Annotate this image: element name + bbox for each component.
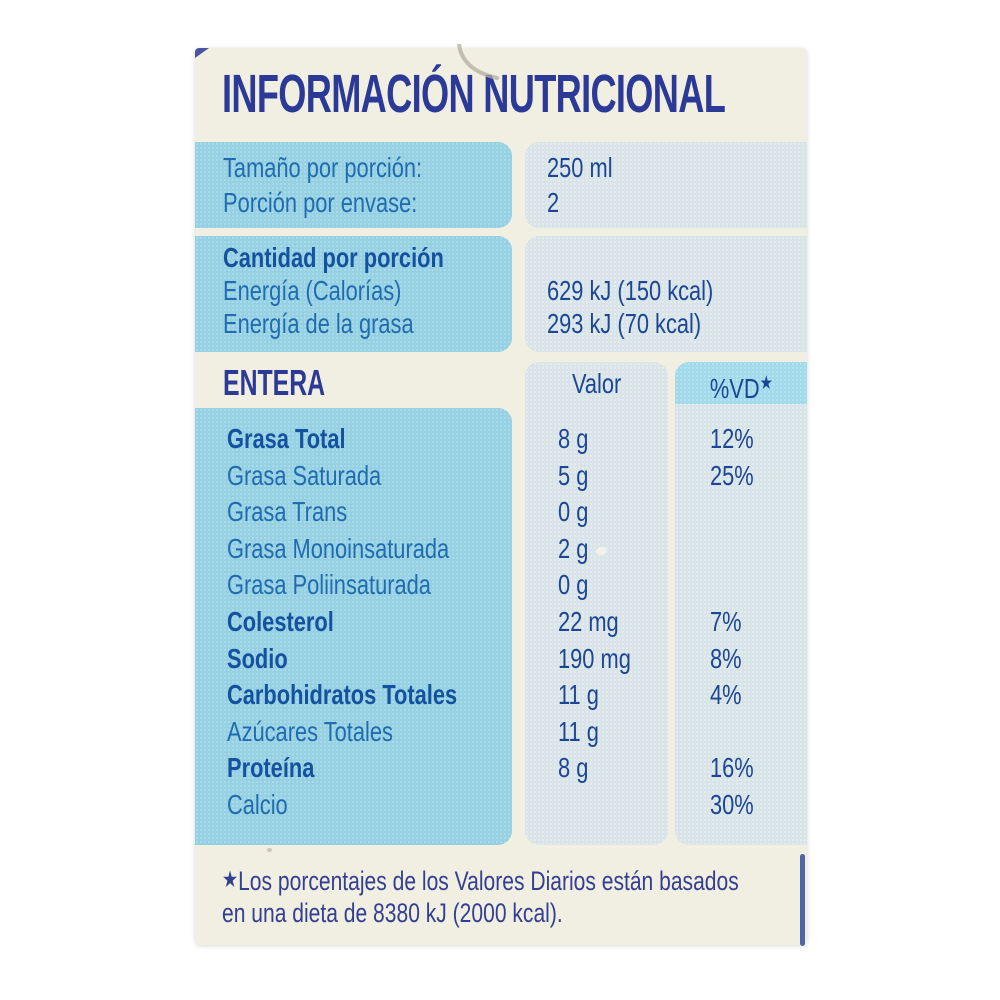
nutrient-row-value: 8 g xyxy=(558,752,589,784)
nutrient-row-value: 190 mg xyxy=(558,642,631,674)
amount-row-label: Energía (Calorías) xyxy=(223,275,402,306)
label-title-text: INFORMACIÓN NUTRICIONAL xyxy=(222,64,726,124)
footnote: ★Los porcentajes de los Valores Diarios … xyxy=(222,863,885,929)
nutrient-row-value: 0 g xyxy=(558,496,589,528)
nutrient-row-name: Grasa Saturada xyxy=(227,459,382,491)
dv-column-header: %VD★ xyxy=(675,366,807,404)
dv-header-star-icon: ★ xyxy=(759,373,773,394)
serving-values: 250 ml 2 xyxy=(547,150,631,220)
dust-speck xyxy=(267,848,272,852)
nutrient-row-name: Proteína xyxy=(227,752,315,784)
serving-labels-box xyxy=(195,142,512,228)
nutrient-row-name: Grasa Monoinsaturada xyxy=(227,532,450,564)
nutrient-row-value: 11 g xyxy=(558,679,599,711)
dv-header-band xyxy=(675,362,807,404)
nutrient-row-dv: 16% xyxy=(710,752,754,784)
nutrient-row-name: Grasa Poliinsaturada xyxy=(227,569,431,601)
footnote-line2: en una dieta de 8380 kJ (2000 kcal). xyxy=(222,898,563,928)
nutrient-names-box xyxy=(195,408,512,845)
serving-labels: Tamaño por porción: Porción por envase: xyxy=(223,150,478,220)
amount-row-value: 293 kJ (70 kcal) xyxy=(547,308,702,339)
nutrient-row-value: 8 g xyxy=(558,423,589,454)
amount-values-box xyxy=(525,236,807,352)
nutrient-row-dv: 25% xyxy=(710,459,754,491)
nutrient-row-name: Carbohidratos Totales xyxy=(227,679,458,711)
serving-values-box xyxy=(525,142,807,228)
serving-row-label: Tamaño por porción: xyxy=(223,152,423,183)
nutrient-row-name: Sodio xyxy=(227,642,288,674)
nutrient-row-name: Calcio xyxy=(227,788,288,820)
print-corner-mark xyxy=(195,48,209,58)
photo-smudge-mark xyxy=(457,44,499,80)
nutrient-row-value: 5 g xyxy=(558,459,589,491)
footnote-star-icon: ★ xyxy=(222,866,239,892)
label-title: INFORMACIÓN NUTRICIONAL xyxy=(222,64,973,124)
nutrient-row-dv: 4% xyxy=(710,679,742,711)
nutrient-row-value: 22 mg xyxy=(558,605,619,637)
serving-row-value: 250 ml xyxy=(547,152,613,183)
nutrient-row-dv xyxy=(710,714,766,751)
amount-row-value: 629 kJ (150 kcal) xyxy=(547,275,714,306)
amount-heading: Cantidad por porción xyxy=(223,242,444,273)
nutrient-row-value xyxy=(558,787,651,824)
nutrient-row-name: Grasa Trans xyxy=(227,496,348,528)
nutrient-row-dv xyxy=(710,494,766,531)
nutrient-name-list: Grasa Total Grasa Saturada Grasa Trans Gras… xyxy=(227,421,522,824)
nutrient-row-dv: 8% xyxy=(710,642,742,674)
value-column-header: Valor xyxy=(571,368,622,399)
nutrient-row-name: Azúcares Totales xyxy=(227,715,393,747)
nutrient-dv-list: 12% 25% 7% 8% 4% 16% 30% xyxy=(710,421,766,824)
amount-row-label: Energía de la grasa xyxy=(223,308,414,339)
nutrient-row-name: Grasa Total xyxy=(227,423,346,454)
nutrient-row-dv: 12% xyxy=(710,423,754,454)
amount-values: 629 kJ (150 kcal) 293 kJ (70 kcal) xyxy=(547,274,760,340)
nutrient-row-value: 2 g xyxy=(558,532,589,564)
print-edge-line xyxy=(800,854,805,946)
nutrient-value-list: 8 g 5 g 0 g 2 g 0 g 22 mg 190 mg 11 g 11 g 8 g xyxy=(558,421,651,824)
nutrient-row-dv xyxy=(710,567,766,604)
amount-labels-box xyxy=(195,236,512,352)
value-column-box xyxy=(525,362,668,845)
variant-name: ENTERA xyxy=(223,362,326,403)
serving-row-value: 2 xyxy=(547,187,560,218)
nutrient-row-value: 0 g xyxy=(558,569,589,601)
nutrient-row-dv xyxy=(710,531,766,568)
serving-row-label: Porción por envase: xyxy=(223,187,418,218)
amount-labels: Cantidad por porción Energía (Calorías) … xyxy=(223,241,506,340)
dv-column-box xyxy=(675,362,807,845)
nutrient-row-dv: 7% xyxy=(710,605,742,637)
nutrient-row-value: 11 g xyxy=(558,715,599,747)
nutrient-row-name: Colesterol xyxy=(227,605,334,637)
nutrition-label-card: INFORMACIÓN NUTRICIONAL Tamaño por porci… xyxy=(195,44,807,946)
nutrient-row-dv: 30% xyxy=(710,788,754,820)
footnote-line1: ★Los porcentajes de los Valores Diarios … xyxy=(222,863,885,897)
